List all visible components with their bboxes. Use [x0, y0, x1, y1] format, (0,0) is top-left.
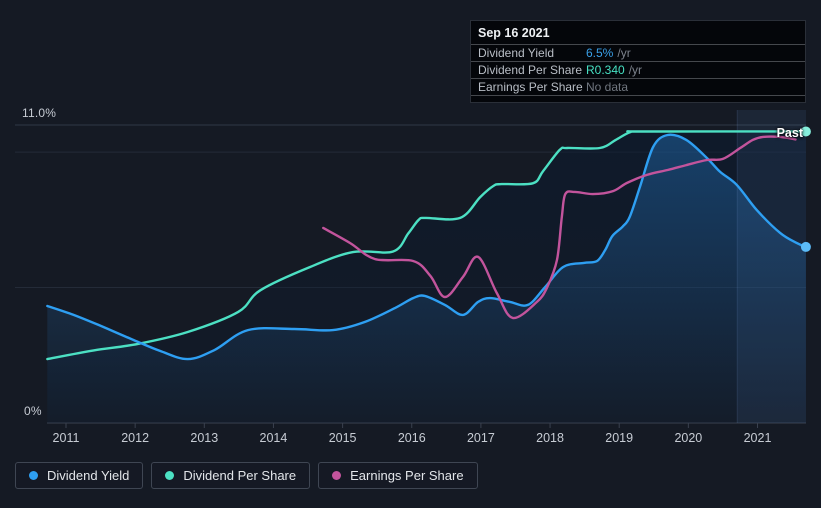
past-band-edge: [736, 110, 738, 423]
chart-legend: Dividend Yield Dividend Per Share Earnin…: [15, 462, 478, 489]
teal-dot-icon: [165, 471, 175, 480]
x-tick-label: 2012: [121, 431, 149, 445]
tooltip-label: Dividend Yield: [478, 46, 555, 60]
line-earnings-per-share: [322, 135, 797, 320]
blue-dot-icon: [29, 471, 38, 480]
tooltip-row-dividend-yield: Dividend Yield 6.5% /yr: [471, 44, 805, 61]
x-tick-label: 2015: [329, 431, 357, 445]
legend-item-earnings-per-share[interactable]: Earnings Per Share: [318, 462, 478, 489]
lines-layer: [46, 130, 808, 361]
tooltip-value: No data: [586, 80, 629, 94]
end-dots-layer: [800, 126, 811, 252]
tooltip-row-earnings-per-share: Earnings Per Share No data: [471, 78, 805, 96]
x-tick-label: 2018: [536, 431, 564, 445]
end-dot-dividend-per-share: [800, 126, 811, 137]
legend-label: Dividend Yield: [47, 468, 130, 483]
past-band-layer: [736, 110, 806, 423]
tooltip-row-dividend-per-share: Dividend Per Share R0.340 /yr: [471, 61, 805, 78]
legend-label: Earnings Per Share: [350, 468, 464, 483]
x-tick-label: 2013: [190, 431, 218, 445]
pink-dot-icon: [332, 471, 342, 480]
tooltip-date: Sep 16 2021: [478, 26, 550, 40]
y-axis-label: 11.0%: [22, 106, 57, 120]
tooltip-label: Earnings Per Share: [478, 80, 583, 94]
x-tick-label: 2014: [260, 431, 288, 445]
y-axis-label: 0%: [24, 404, 42, 418]
line-dividend-per-share: [46, 130, 808, 361]
x-tick-label: 2020: [674, 431, 702, 445]
tooltip-value: 6.5%: [586, 46, 614, 60]
past-highlight-band: [736, 110, 806, 423]
hover-tooltip: Sep 16 2021 Dividend Yield 6.5% /yr Divi…: [470, 20, 806, 103]
tooltip-unit: /yr: [617, 46, 631, 60]
legend-item-dividend-yield[interactable]: Dividend Yield: [15, 462, 144, 489]
tooltip-value: R0.340: [586, 63, 625, 77]
legend-item-dividend-per-share[interactable]: Dividend Per Share: [151, 462, 311, 489]
past-period-label: Past: [776, 126, 803, 140]
x-tick-label: 2011: [53, 431, 80, 445]
x-tick-label: 2017: [467, 431, 495, 445]
tooltip-unit: /yr: [628, 63, 643, 77]
tooltip-label: Dividend Per Share: [478, 63, 583, 77]
x-tick-label: 2016: [398, 431, 426, 445]
x-tick-label: 2021: [744, 431, 772, 445]
area-dividend-yield: [47, 134, 806, 424]
x-axis-layer: 2011 2012 2013 2014 2015 2016 2017 2018 2019 2020…: [53, 423, 772, 445]
end-dot-dividend-yield: [800, 241, 811, 252]
x-tick-label: 2019: [605, 431, 633, 445]
legend-label: Dividend Per Share: [183, 468, 297, 483]
areas-layer: [47, 131, 806, 424]
line-dividend-yield: [46, 133, 808, 361]
